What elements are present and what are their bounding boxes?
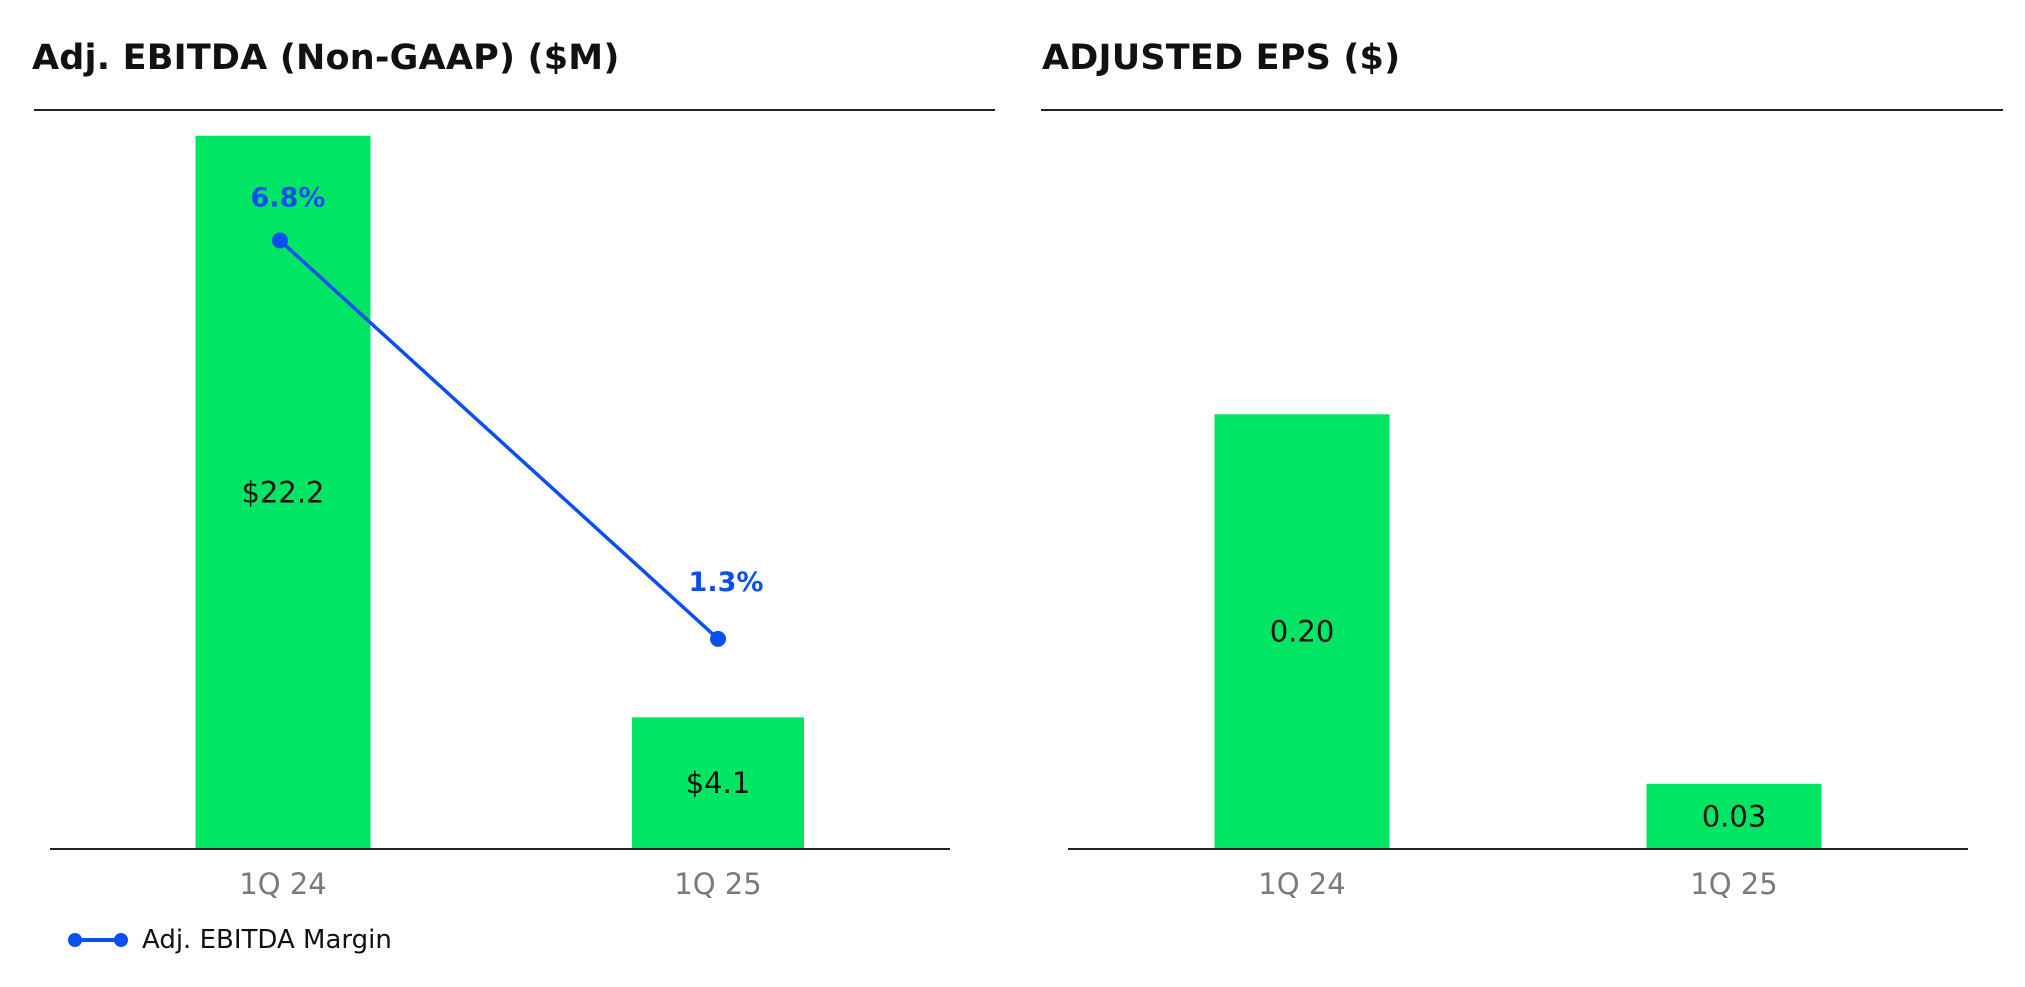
ebitda-bar-value-label: $22.2	[241, 475, 324, 509]
legend-line-swatch	[68, 931, 128, 949]
eps-x-tick-label: 1Q 24	[1258, 867, 1345, 901]
ebitda-margin-point	[272, 232, 288, 249]
legend: Adj. EBITDA Margin	[68, 922, 392, 958]
eps-bar-value-label: 0.03	[1702, 799, 1767, 833]
eps-title-divider	[1041, 109, 2003, 111]
eps-bar-1q25	[1646, 783, 1822, 849]
eps-chart-title: ADJUSTED EPS ($)	[1042, 38, 1401, 78]
ebitda-bar-1q25	[632, 717, 804, 849]
ebitda-margin-value-label: 1.3%	[689, 567, 764, 598]
legend-line-marker-icon	[68, 933, 128, 947]
ebitda-margin-line	[278, 239, 720, 641]
ebitda-title-divider	[34, 109, 995, 111]
ebitda-margin-point	[710, 630, 726, 647]
ebitda-bar-value-label: $4.1	[686, 766, 751, 800]
ebitda-margin-value-label: 6.8%	[251, 182, 326, 213]
eps-bar-1q24	[1214, 414, 1390, 849]
eps-x-tick-label: 1Q 25	[1690, 867, 1777, 901]
ebitda-x-tick-label: 1Q 25	[674, 867, 761, 901]
ebitda-chart-title: Adj. EBITDA (Non-GAAP) ($M)	[32, 38, 620, 78]
eps-bar-value-label: 0.20	[1270, 615, 1335, 649]
ebitda-bar-1q24	[195, 135, 371, 849]
legend-label: Adj. EBITDA Margin	[142, 925, 392, 955]
ebitda-x-tick-label: 1Q 24	[239, 867, 326, 901]
